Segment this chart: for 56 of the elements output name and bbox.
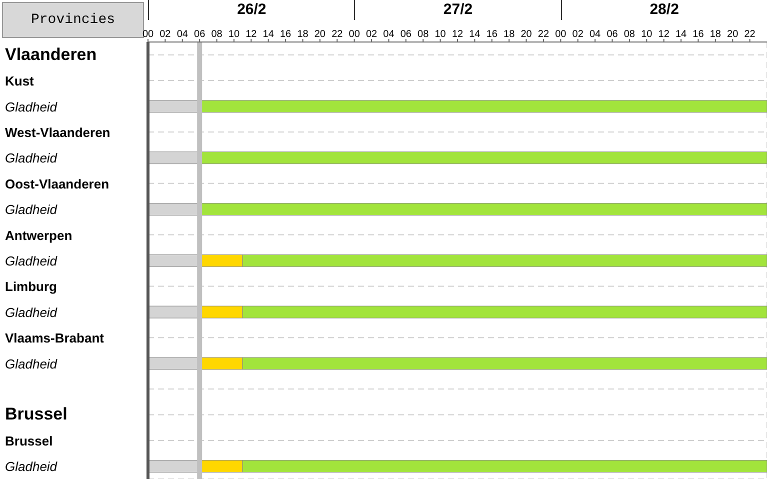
y-tick-label: Gladheid <box>5 304 58 320</box>
x-tick-label: 04 <box>383 29 395 40</box>
x-tick-label: 10 <box>641 29 653 40</box>
x-tick-label: 02 <box>572 29 584 40</box>
x-tick-label: 20 <box>314 29 326 40</box>
x-tick-label: 14 <box>262 29 274 40</box>
x-tick-label: 00 <box>142 29 154 40</box>
y-tick-label: Brussel <box>5 433 53 448</box>
y-tick-label: Antwerpen <box>5 228 72 243</box>
y-tick-label: Vlaams-Brabant <box>5 330 105 346</box>
x-tick-label: 16 <box>692 29 704 40</box>
x-tick-label: 18 <box>504 29 516 40</box>
x-tick-label: 02 <box>366 29 378 40</box>
y-tick-label: Vlaanderen <box>5 44 97 64</box>
x-tick-label: 18 <box>297 29 309 40</box>
x-tick-label: 18 <box>710 29 722 40</box>
x-tick-label: 04 <box>176 29 188 40</box>
y-tick-label: Gladheid <box>5 356 58 372</box>
y-tick-label: Limburg <box>5 279 58 294</box>
y-tick-label: Gladheid <box>5 150 58 166</box>
x-tick-label: 20 <box>727 29 739 40</box>
y-axis-title: Provincies <box>2 2 144 38</box>
x-tick-label: 12 <box>658 29 670 40</box>
x-tick-label: 12 <box>452 29 464 40</box>
x-tick-label: 20 <box>520 29 532 40</box>
x-tick-label: 22 <box>332 29 344 40</box>
y-tick-label: Gladheid <box>5 459 58 474</box>
y-tick-label: Brussel <box>5 404 68 424</box>
x-tick-label: 08 <box>418 29 430 40</box>
x-tick-label: 14 <box>675 29 688 40</box>
x-tick-label: 14 <box>469 29 481 40</box>
y-tick-label: West-Vlaanderen <box>5 124 110 140</box>
x-tick-label: 22 <box>538 29 550 40</box>
text: 26/2 <box>148 0 354 20</box>
y-tick-label: Kust <box>5 74 35 89</box>
y-tick-label: Gladheid <box>5 254 58 268</box>
x-tick-label: 06 <box>606 29 618 40</box>
x-tick-label: 10 <box>434 29 446 40</box>
text: 27/2 <box>354 0 561 20</box>
text: 28/2 <box>560 0 767 20</box>
x-tick-label: 00 <box>555 29 567 40</box>
x-tick-label: 00 <box>348 29 360 40</box>
x-tick-label: 16 <box>280 29 292 40</box>
x-tick-label: 08 <box>211 29 223 40</box>
x-tick-label: 06 <box>194 29 206 40</box>
x-tick-label: 06 <box>400 29 412 40</box>
y-tick-label: Gladheid <box>5 202 58 218</box>
x-tick-label: 02 <box>160 29 172 40</box>
x-tick-label: 16 <box>486 29 498 40</box>
y-tick-label: Gladheid <box>5 99 58 114</box>
x-tick-label: 08 <box>624 29 636 40</box>
x-tick-label: 04 <box>589 29 602 40</box>
x-tick-label: 12 <box>246 29 258 40</box>
y-tick-label: Oost-Vlaanderen <box>5 176 110 192</box>
x-tick-label: 22 <box>744 29 756 40</box>
x-tick-label: 10 <box>228 29 240 40</box>
